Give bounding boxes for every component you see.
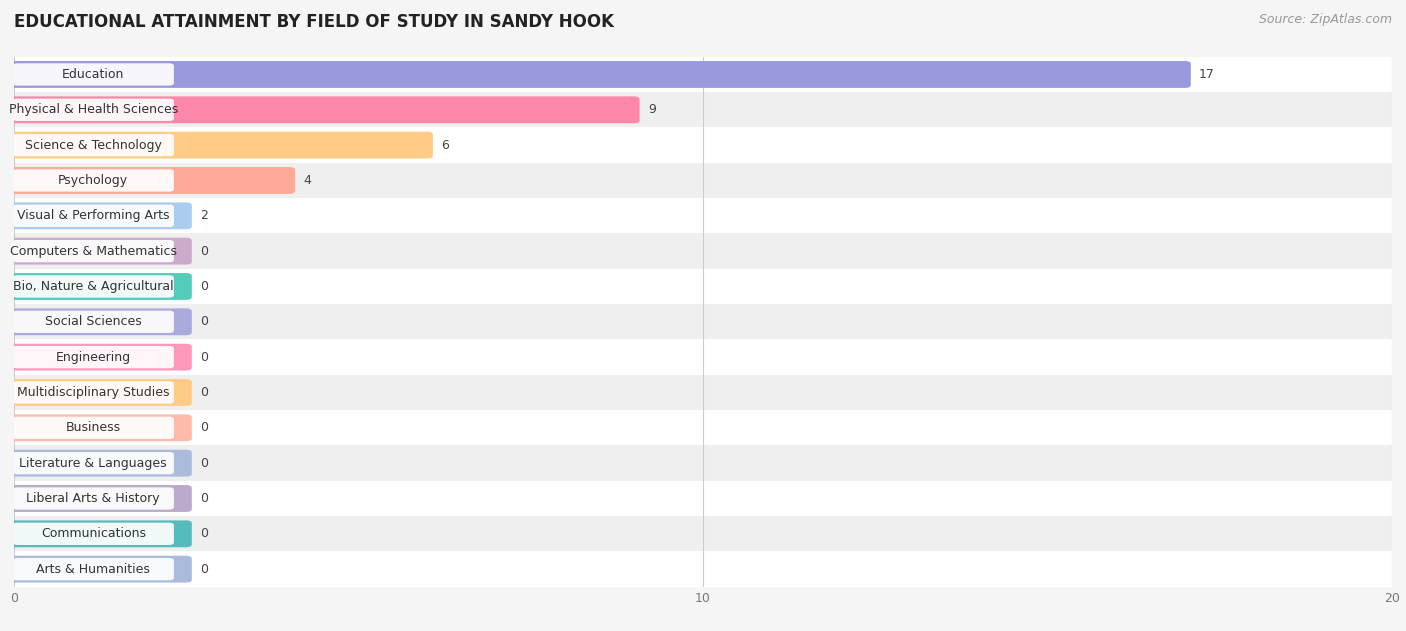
Bar [14, 233, 1392, 269]
Text: 0: 0 [200, 457, 208, 469]
Text: Liberal Arts & History: Liberal Arts & History [27, 492, 160, 505]
FancyBboxPatch shape [13, 558, 174, 581]
Text: 0: 0 [200, 351, 208, 363]
Text: Arts & Humanities: Arts & Humanities [37, 563, 150, 575]
Bar [14, 198, 1392, 233]
Bar [14, 57, 1392, 92]
FancyBboxPatch shape [8, 450, 191, 476]
Text: 0: 0 [200, 280, 208, 293]
FancyBboxPatch shape [8, 273, 191, 300]
Text: 0: 0 [200, 528, 208, 540]
Text: Visual & Performing Arts: Visual & Performing Arts [17, 209, 170, 222]
Text: Source: ZipAtlas.com: Source: ZipAtlas.com [1258, 13, 1392, 26]
FancyBboxPatch shape [13, 240, 174, 262]
Text: Business: Business [66, 422, 121, 434]
FancyBboxPatch shape [13, 275, 174, 298]
FancyBboxPatch shape [8, 203, 191, 229]
Text: EDUCATIONAL ATTAINMENT BY FIELD OF STUDY IN SANDY HOOK: EDUCATIONAL ATTAINMENT BY FIELD OF STUDY… [14, 13, 614, 31]
FancyBboxPatch shape [8, 167, 295, 194]
FancyBboxPatch shape [8, 61, 1191, 88]
Text: 6: 6 [441, 139, 449, 151]
FancyBboxPatch shape [8, 521, 191, 547]
Text: Social Sciences: Social Sciences [45, 316, 142, 328]
Text: Science & Technology: Science & Technology [25, 139, 162, 151]
Bar [14, 127, 1392, 163]
Bar [14, 163, 1392, 198]
FancyBboxPatch shape [13, 381, 174, 404]
Text: Physical & Health Sciences: Physical & Health Sciences [8, 103, 179, 116]
Text: 2: 2 [200, 209, 208, 222]
Bar [14, 92, 1392, 127]
FancyBboxPatch shape [13, 346, 174, 369]
FancyBboxPatch shape [8, 344, 191, 370]
Bar [14, 481, 1392, 516]
Bar [14, 445, 1392, 481]
Text: Engineering: Engineering [56, 351, 131, 363]
FancyBboxPatch shape [13, 204, 174, 227]
Text: 17: 17 [1199, 68, 1215, 81]
Text: 0: 0 [200, 316, 208, 328]
FancyBboxPatch shape [13, 452, 174, 475]
FancyBboxPatch shape [13, 169, 174, 192]
FancyBboxPatch shape [8, 97, 640, 123]
FancyBboxPatch shape [8, 309, 191, 335]
FancyBboxPatch shape [8, 556, 191, 582]
FancyBboxPatch shape [8, 415, 191, 441]
Text: Communications: Communications [41, 528, 146, 540]
Text: 0: 0 [200, 563, 208, 575]
Text: 0: 0 [200, 386, 208, 399]
Text: Multidisciplinary Studies: Multidisciplinary Studies [17, 386, 170, 399]
Bar [14, 516, 1392, 551]
FancyBboxPatch shape [13, 134, 174, 156]
Text: Literature & Languages: Literature & Languages [20, 457, 167, 469]
Text: Computers & Mathematics: Computers & Mathematics [10, 245, 177, 257]
FancyBboxPatch shape [13, 522, 174, 545]
Text: 0: 0 [200, 492, 208, 505]
FancyBboxPatch shape [8, 238, 191, 264]
FancyBboxPatch shape [13, 63, 174, 86]
Text: 9: 9 [648, 103, 655, 116]
Bar [14, 551, 1392, 587]
Text: Psychology: Psychology [58, 174, 128, 187]
Bar [14, 375, 1392, 410]
Bar [14, 339, 1392, 375]
Bar [14, 410, 1392, 445]
FancyBboxPatch shape [13, 98, 174, 121]
Bar [14, 304, 1392, 339]
Bar [14, 269, 1392, 304]
FancyBboxPatch shape [8, 132, 433, 158]
FancyBboxPatch shape [13, 416, 174, 439]
Text: 0: 0 [200, 245, 208, 257]
Text: Bio, Nature & Agricultural: Bio, Nature & Agricultural [13, 280, 173, 293]
FancyBboxPatch shape [13, 310, 174, 333]
Text: 4: 4 [304, 174, 311, 187]
FancyBboxPatch shape [8, 379, 191, 406]
FancyBboxPatch shape [13, 487, 174, 510]
Text: 0: 0 [200, 422, 208, 434]
Text: Education: Education [62, 68, 125, 81]
FancyBboxPatch shape [8, 485, 191, 512]
